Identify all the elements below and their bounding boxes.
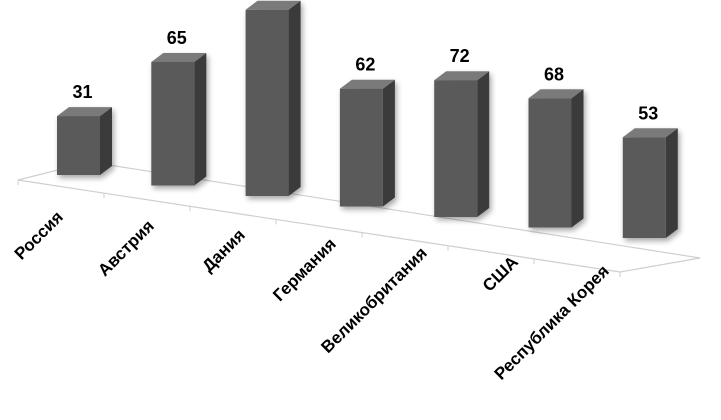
bar-side xyxy=(194,53,207,186)
bar-top xyxy=(245,0,301,10)
bar-1 xyxy=(57,107,112,175)
bar-front xyxy=(622,137,666,238)
category-label: Великобритания xyxy=(317,243,430,356)
bar-side xyxy=(382,79,395,207)
category-label: Германия xyxy=(269,234,340,305)
bar-side xyxy=(665,128,678,238)
bar-2 xyxy=(151,53,207,186)
data-label: 31 xyxy=(72,82,92,102)
bar-top xyxy=(622,128,678,138)
bar-6 xyxy=(528,89,584,228)
bar-top xyxy=(57,107,112,117)
bar-front xyxy=(434,80,478,217)
data-label: 53 xyxy=(638,103,658,123)
bar-front xyxy=(339,88,383,207)
bar-front xyxy=(245,9,289,196)
bar-side xyxy=(477,71,490,217)
bar-5 xyxy=(434,71,490,217)
bar-7 xyxy=(622,128,678,238)
data-label: 62 xyxy=(355,55,375,75)
bar-top xyxy=(434,71,490,81)
category-label: США xyxy=(479,252,522,295)
bar-side xyxy=(100,107,112,175)
bar-top xyxy=(339,79,395,89)
data-label: 72 xyxy=(450,46,470,66)
bar-side xyxy=(571,89,584,228)
data-labels-group: 31 65 62 72 68 53 xyxy=(72,28,658,123)
bar-side xyxy=(288,0,301,196)
category-label: Дания xyxy=(198,225,248,275)
bar-top xyxy=(151,53,207,62)
data-label: 68 xyxy=(544,64,564,84)
category-label: Австрия xyxy=(94,216,158,280)
bar-3 xyxy=(245,0,301,196)
bar-top xyxy=(528,89,584,99)
category-label: Республика Корея xyxy=(491,261,613,383)
bar-front xyxy=(151,62,195,186)
bars-group xyxy=(57,0,678,238)
bar-front xyxy=(57,116,100,175)
bar-4 xyxy=(339,79,395,207)
bar-front xyxy=(528,98,572,228)
category-label: Россия xyxy=(11,207,67,263)
data-label: 65 xyxy=(167,28,187,48)
